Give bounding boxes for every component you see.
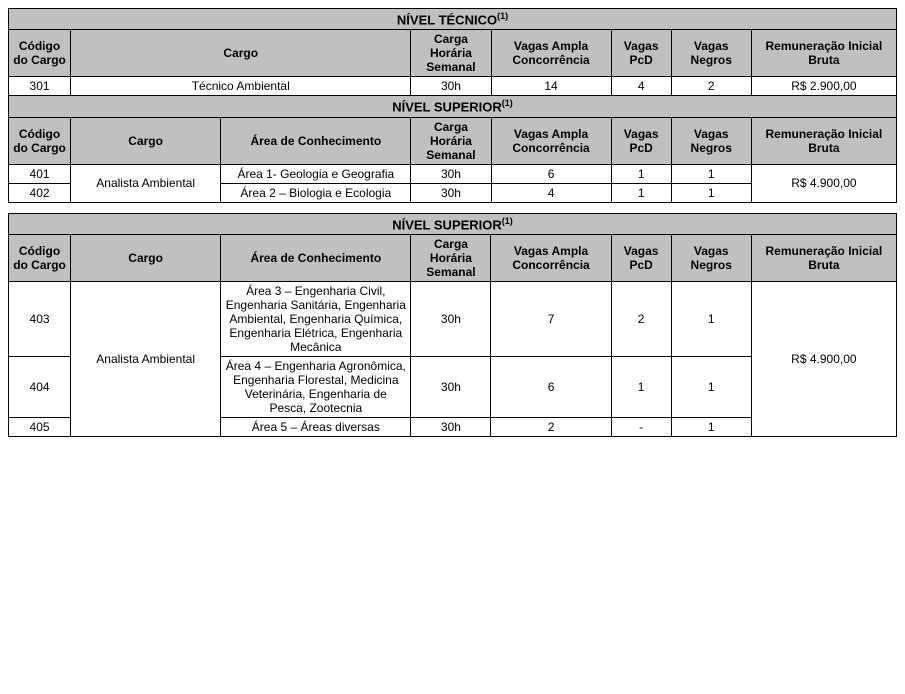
th-rem: Remuneração Inicial Bruta — [751, 117, 896, 164]
cell-rem: R$ 2.900,00 — [751, 77, 896, 96]
th-codigo: Código do Cargo — [9, 117, 71, 164]
th-ch: Carga Horária Semanal — [411, 234, 491, 281]
cell-cargo: Técnico Ambiental — [71, 77, 411, 96]
th-ampla: Vagas Ampla Concorrência — [491, 117, 611, 164]
cell-pcd: 1 — [611, 356, 671, 417]
cell-ch: 30h — [411, 417, 491, 436]
th-cargo: Cargo — [71, 234, 221, 281]
cell-negros: 1 — [671, 417, 751, 436]
cell-rem: R$ 4.900,00 — [751, 164, 896, 202]
cell-codigo: 404 — [9, 356, 71, 417]
th-negros: Vagas Negros — [671, 30, 751, 77]
th-codigo: Código do Cargo — [9, 30, 71, 77]
cell-ch: 30h — [411, 183, 491, 202]
cell-area: Área 2 – Biologia e Ecologia — [221, 183, 411, 202]
cell-codigo: 405 — [9, 417, 71, 436]
cell-codigo: 301 — [9, 77, 71, 96]
th-cargo: Cargo — [71, 117, 221, 164]
th-ch: Carga Horária Semanal — [411, 30, 491, 77]
cell-area: Área 4 – Engenharia Agronômica, Engenhar… — [221, 356, 411, 417]
cell-ampla: 6 — [491, 356, 611, 417]
cell-ampla: 4 — [491, 183, 611, 202]
cell-ch: 30h — [411, 281, 491, 356]
cell-area: Área 1- Geologia e Geografia — [221, 164, 411, 183]
section-sup: (1) — [502, 216, 513, 226]
section-sup: (1) — [497, 11, 508, 21]
cell-codigo: 402 — [9, 183, 71, 202]
th-pcd: Vagas PcD — [611, 234, 671, 281]
cell-pcd: 1 — [611, 164, 671, 183]
section-title-tecnico: NÍVEL TÉCNICO(1) — [9, 9, 897, 30]
section-title-text: NÍVEL SUPERIOR — [392, 217, 502, 232]
cell-ampla: 14 — [491, 77, 611, 96]
section-title-text: NÍVEL SUPERIOR — [392, 100, 502, 115]
cell-ch: 30h — [411, 356, 491, 417]
cell-pcd: 1 — [611, 183, 671, 202]
th-ampla: Vagas Ampla Concorrência — [491, 234, 611, 281]
cell-ampla: 2 — [491, 417, 611, 436]
th-cargo: Cargo — [71, 30, 411, 77]
table-row: 401 Analista Ambiental Área 1- Geologia … — [9, 164, 897, 183]
cell-cargo: Analista Ambiental — [71, 164, 221, 202]
section-title-superior-1: NÍVEL SUPERIOR(1) — [9, 96, 897, 117]
cell-rem: R$ 4.900,00 — [751, 281, 896, 436]
cell-negros: 2 — [671, 77, 751, 96]
cell-pcd: 2 — [611, 281, 671, 356]
th-ampla: Vagas Ampla Concorrência — [491, 30, 611, 77]
table-tecnico-superior: NÍVEL TÉCNICO(1) Código do Cargo Cargo C… — [8, 8, 897, 203]
section-title-text: NÍVEL TÉCNICO — [397, 12, 497, 27]
th-rem: Remuneração Inicial Bruta — [751, 234, 896, 281]
cell-area: Área 5 – Áreas diversas — [221, 417, 411, 436]
th-codigo: Código do Cargo — [9, 234, 71, 281]
cell-negros: 1 — [671, 281, 751, 356]
cell-negros: 1 — [671, 164, 751, 183]
cell-negros: 1 — [671, 356, 751, 417]
section-sup: (1) — [502, 98, 513, 108]
cell-negros: 1 — [671, 183, 751, 202]
th-negros: Vagas Negros — [671, 117, 751, 164]
th-pcd: Vagas PcD — [611, 30, 671, 77]
section-title-superior-2: NÍVEL SUPERIOR(1) — [9, 213, 897, 234]
cell-ch: 30h — [411, 77, 491, 96]
th-pcd: Vagas PcD — [611, 117, 671, 164]
cell-ampla: 7 — [491, 281, 611, 356]
th-rem: Remuneração Inicial Bruta — [751, 30, 896, 77]
cell-pcd: 4 — [611, 77, 671, 96]
th-area: Área de Conhecimento — [221, 117, 411, 164]
cell-codigo: 403 — [9, 281, 71, 356]
cell-pcd: - — [611, 417, 671, 436]
th-ch: Carga Horária Semanal — [411, 117, 491, 164]
cell-area: Área 3 – Engenharia Civil, Engenharia Sa… — [221, 281, 411, 356]
cell-ch: 30h — [411, 164, 491, 183]
table-superior-2: NÍVEL SUPERIOR(1) Código do Cargo Cargo … — [8, 213, 897, 437]
th-area: Área de Conhecimento — [221, 234, 411, 281]
table-row: 301 Técnico Ambiental 30h 14 4 2 R$ 2.90… — [9, 77, 897, 96]
cell-cargo: Analista Ambiental — [71, 281, 221, 436]
th-negros: Vagas Negros — [671, 234, 751, 281]
cell-codigo: 401 — [9, 164, 71, 183]
cell-ampla: 6 — [491, 164, 611, 183]
table-row: 403 Analista Ambiental Área 3 – Engenhar… — [9, 281, 897, 356]
